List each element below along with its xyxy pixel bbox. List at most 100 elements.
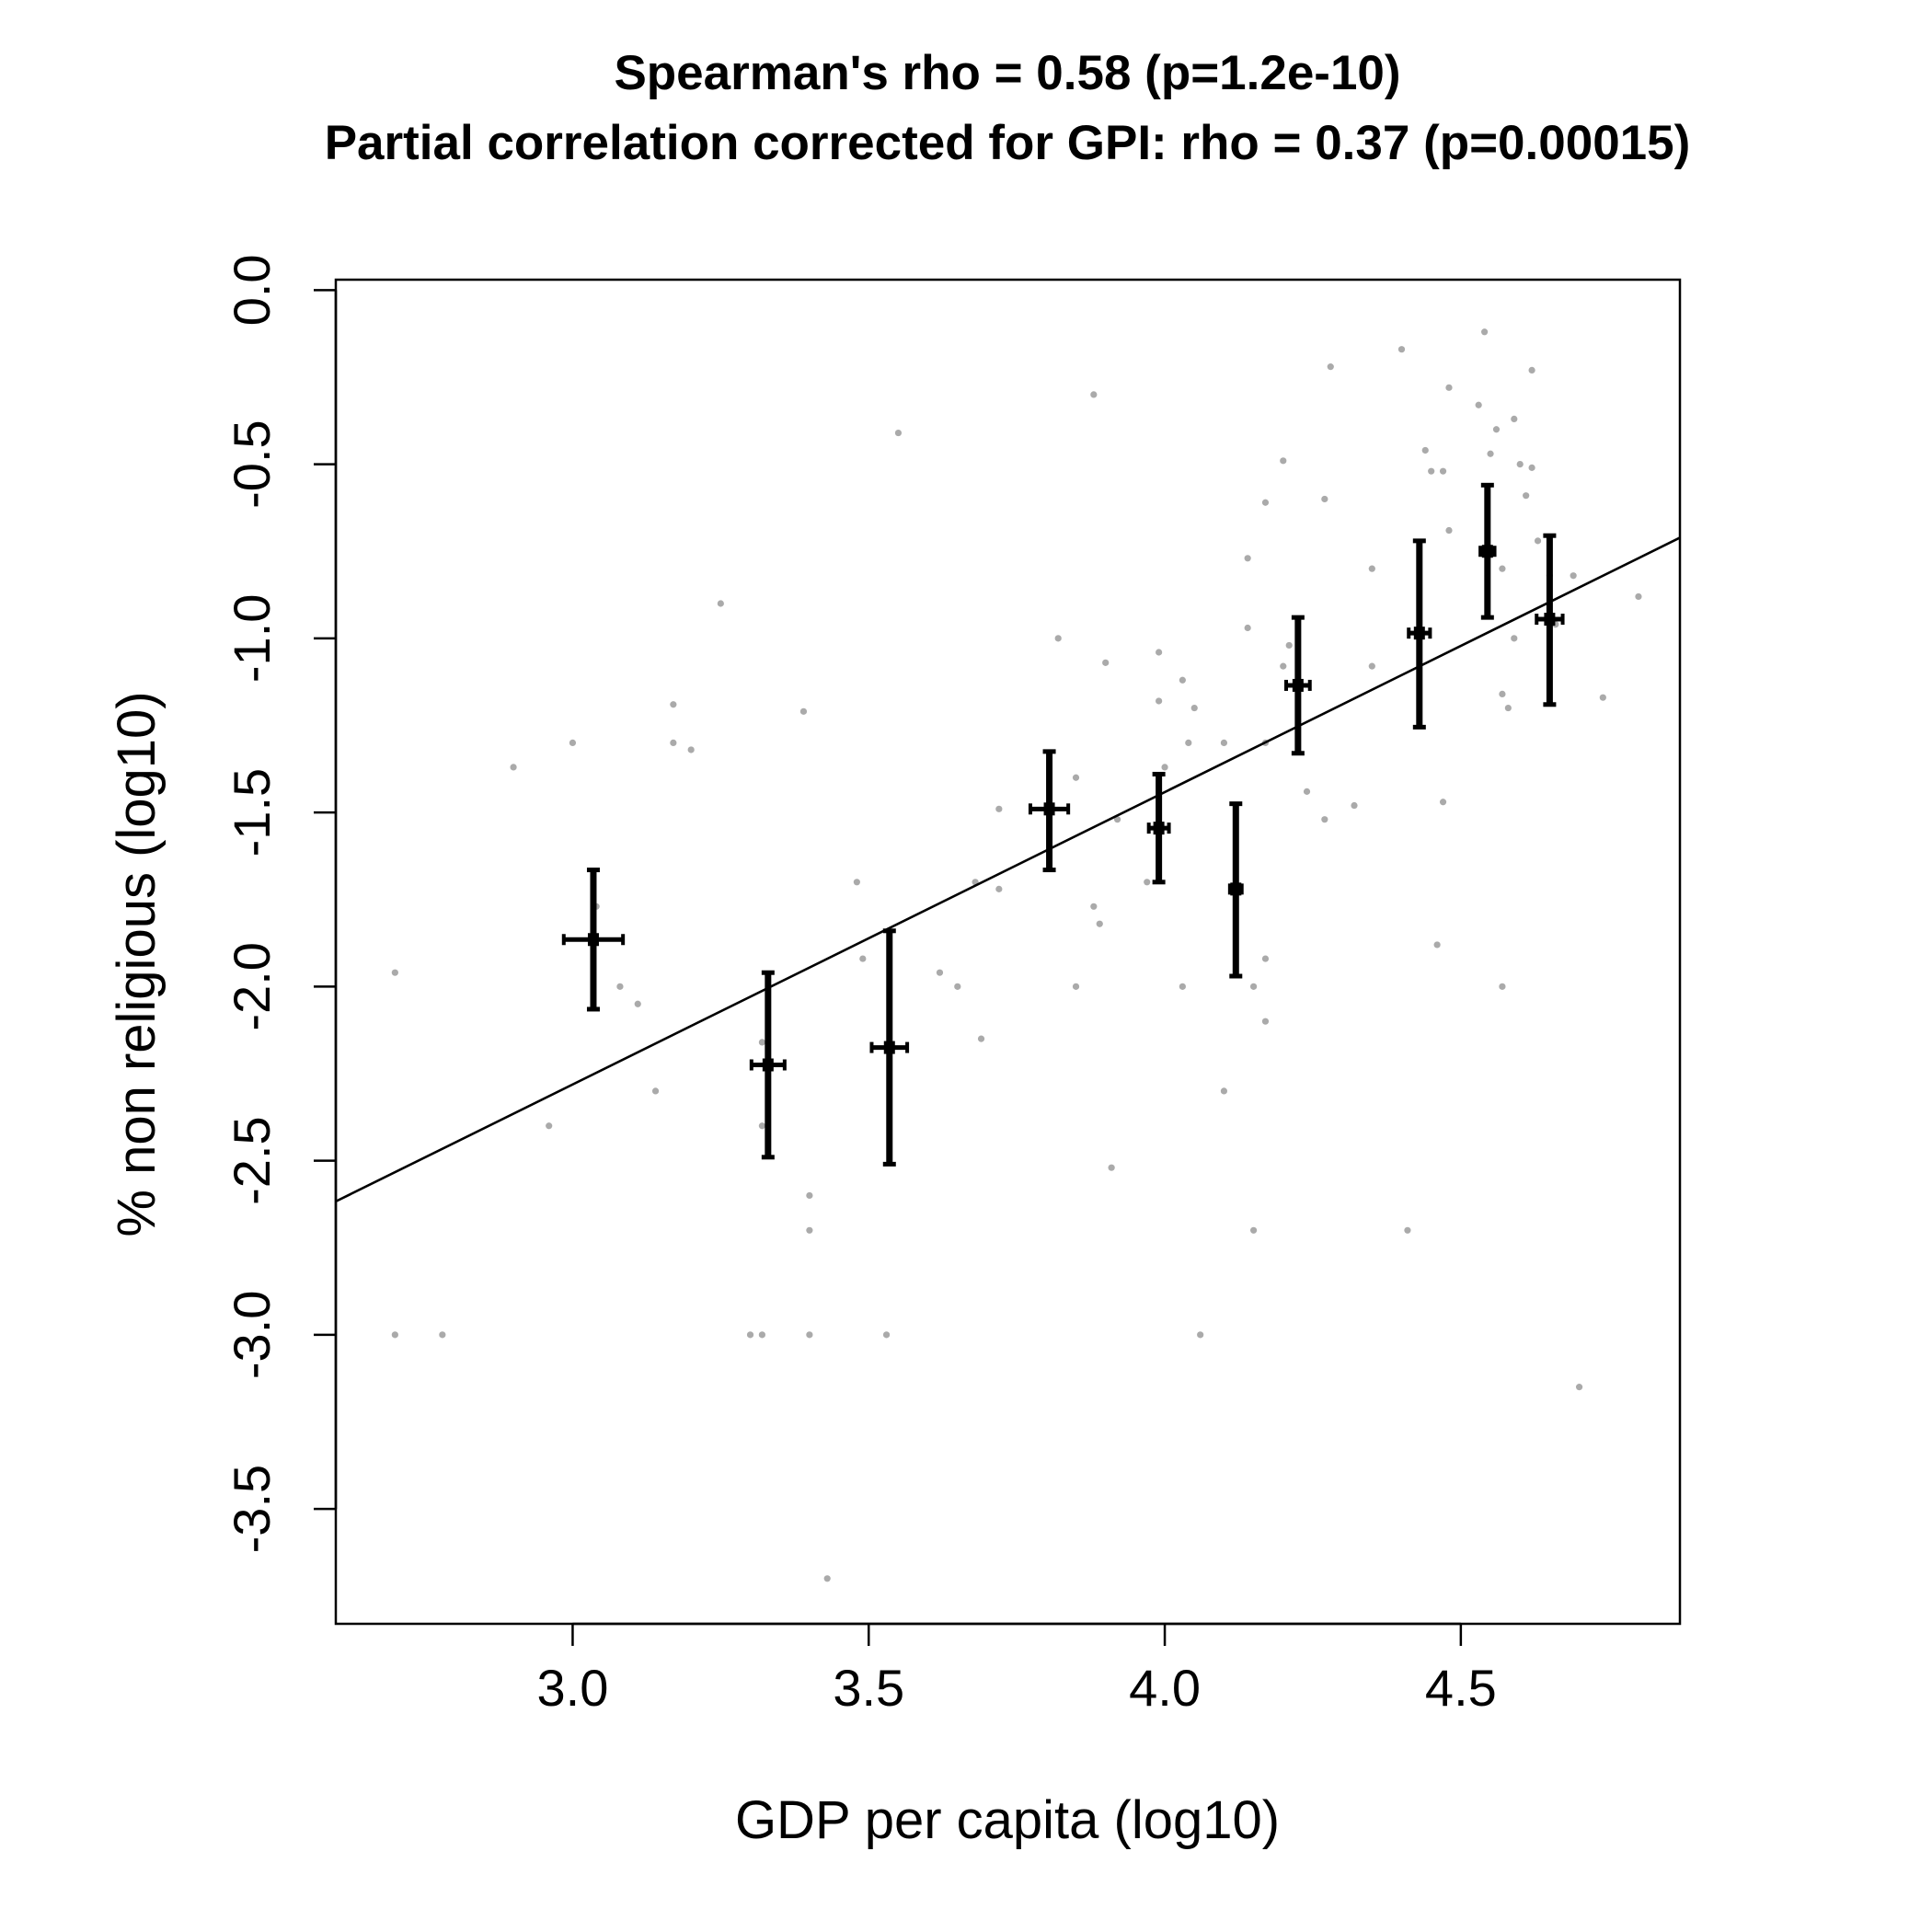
data-point — [1090, 391, 1098, 398]
data-point — [1161, 764, 1168, 771]
y-tick-label: 0.0 — [223, 254, 281, 326]
bin-mean-marker — [1481, 545, 1493, 558]
data-point — [569, 739, 577, 747]
data-point — [1220, 1087, 1228, 1095]
binned-mean — [1028, 749, 1071, 873]
data-point — [853, 879, 860, 886]
data-point — [1499, 690, 1506, 698]
data-point — [1285, 641, 1293, 650]
data-point — [1072, 774, 1080, 781]
data-point — [391, 969, 398, 976]
data-point — [1261, 955, 1270, 962]
data-point — [1327, 363, 1334, 371]
y-axis: 0.0 -0.5 -1.0 -1.5 -2.0 -2.5 -3.0 -3.5 — [223, 254, 338, 1554]
data-point — [746, 1331, 754, 1339]
data-point — [758, 1331, 766, 1339]
data-point — [1481, 328, 1489, 336]
data-point — [687, 746, 695, 753]
data-point — [1368, 662, 1375, 670]
data-point — [1445, 526, 1453, 535]
binned-mean — [1478, 482, 1497, 620]
data-point — [1439, 799, 1447, 806]
bin-mean-marker — [1292, 678, 1304, 692]
data-point — [1439, 467, 1447, 475]
data-point — [859, 955, 867, 962]
bin-mean-marker — [1544, 613, 1556, 627]
data-point — [1499, 983, 1506, 990]
data-point — [977, 1035, 985, 1042]
data-point — [1244, 624, 1251, 632]
data-point — [1351, 801, 1358, 810]
data-point — [758, 1122, 766, 1130]
binned-mean — [1283, 615, 1312, 756]
binned-means — [561, 482, 1565, 1167]
bin-mean-marker — [1153, 822, 1165, 835]
data-point — [1492, 426, 1501, 433]
data-point — [806, 1191, 813, 1200]
data-point — [1102, 659, 1110, 666]
data-point — [1108, 1164, 1115, 1171]
x-tick-label: 4.0 — [1129, 1659, 1201, 1717]
chart-subtitle: Partial correlation corrected for GPI: r… — [325, 116, 1691, 170]
data-point — [1575, 1384, 1583, 1391]
binned-mean — [1146, 771, 1171, 885]
y-tick-label: -2.0 — [223, 942, 281, 1031]
data-point — [1428, 467, 1435, 475]
x-axis-label: GDP per capita (log10) — [735, 1790, 1280, 1850]
data-point — [799, 707, 808, 715]
binned-mean — [561, 868, 626, 1012]
data-point — [1179, 983, 1186, 990]
data-point — [1475, 401, 1482, 408]
data-point — [1190, 704, 1198, 712]
data-point — [806, 1226, 813, 1234]
y-tick-label: -0.5 — [223, 420, 281, 509]
data-point — [1321, 816, 1328, 823]
data-point — [1599, 694, 1606, 701]
data-point — [1487, 450, 1494, 457]
data-point — [1433, 941, 1441, 949]
y-tick-label: -3.5 — [223, 1465, 281, 1554]
data-point — [670, 701, 677, 708]
data-point — [546, 1122, 553, 1130]
data-point — [1499, 565, 1506, 572]
data-point — [1179, 676, 1186, 684]
bin-mean-marker — [1230, 882, 1242, 896]
data-point — [1156, 649, 1163, 656]
data-point — [1528, 464, 1535, 471]
chart-title: Spearman's rho = 0.58 (p=1.2e-10) — [614, 46, 1400, 100]
data-point — [1516, 461, 1524, 468]
data-point — [1303, 788, 1311, 795]
data-point — [1261, 1018, 1270, 1025]
data-point — [634, 1000, 641, 1007]
data-point — [1528, 366, 1535, 374]
data-point — [1090, 903, 1098, 910]
data-point — [1249, 983, 1258, 990]
data-point — [1321, 495, 1328, 503]
y-tick-label: -1.0 — [223, 594, 281, 684]
data-point — [1280, 662, 1287, 670]
data-point — [510, 764, 517, 771]
data-point — [1156, 697, 1163, 705]
data-point — [936, 969, 944, 976]
data-point — [1249, 1226, 1258, 1234]
data-point — [670, 739, 677, 747]
data-point — [1445, 384, 1453, 391]
data-point — [995, 805, 1003, 812]
data-point — [1534, 537, 1542, 545]
data-point — [1368, 565, 1375, 572]
data-point — [995, 885, 1003, 892]
data-point — [758, 1039, 766, 1046]
bin-mean-marker — [1413, 627, 1425, 640]
bin-mean-marker — [1043, 802, 1055, 816]
data-point — [1511, 415, 1518, 422]
y-axis-label: % non religious (log10) — [107, 691, 167, 1236]
data-point — [1421, 446, 1429, 454]
data-point — [882, 1331, 891, 1339]
data-points — [391, 328, 1642, 1582]
data-point — [1096, 920, 1103, 927]
data-point — [806, 1331, 813, 1339]
data-point — [1197, 1331, 1204, 1339]
binned-mean — [869, 928, 910, 1167]
plot-area-frame — [334, 278, 1682, 1626]
